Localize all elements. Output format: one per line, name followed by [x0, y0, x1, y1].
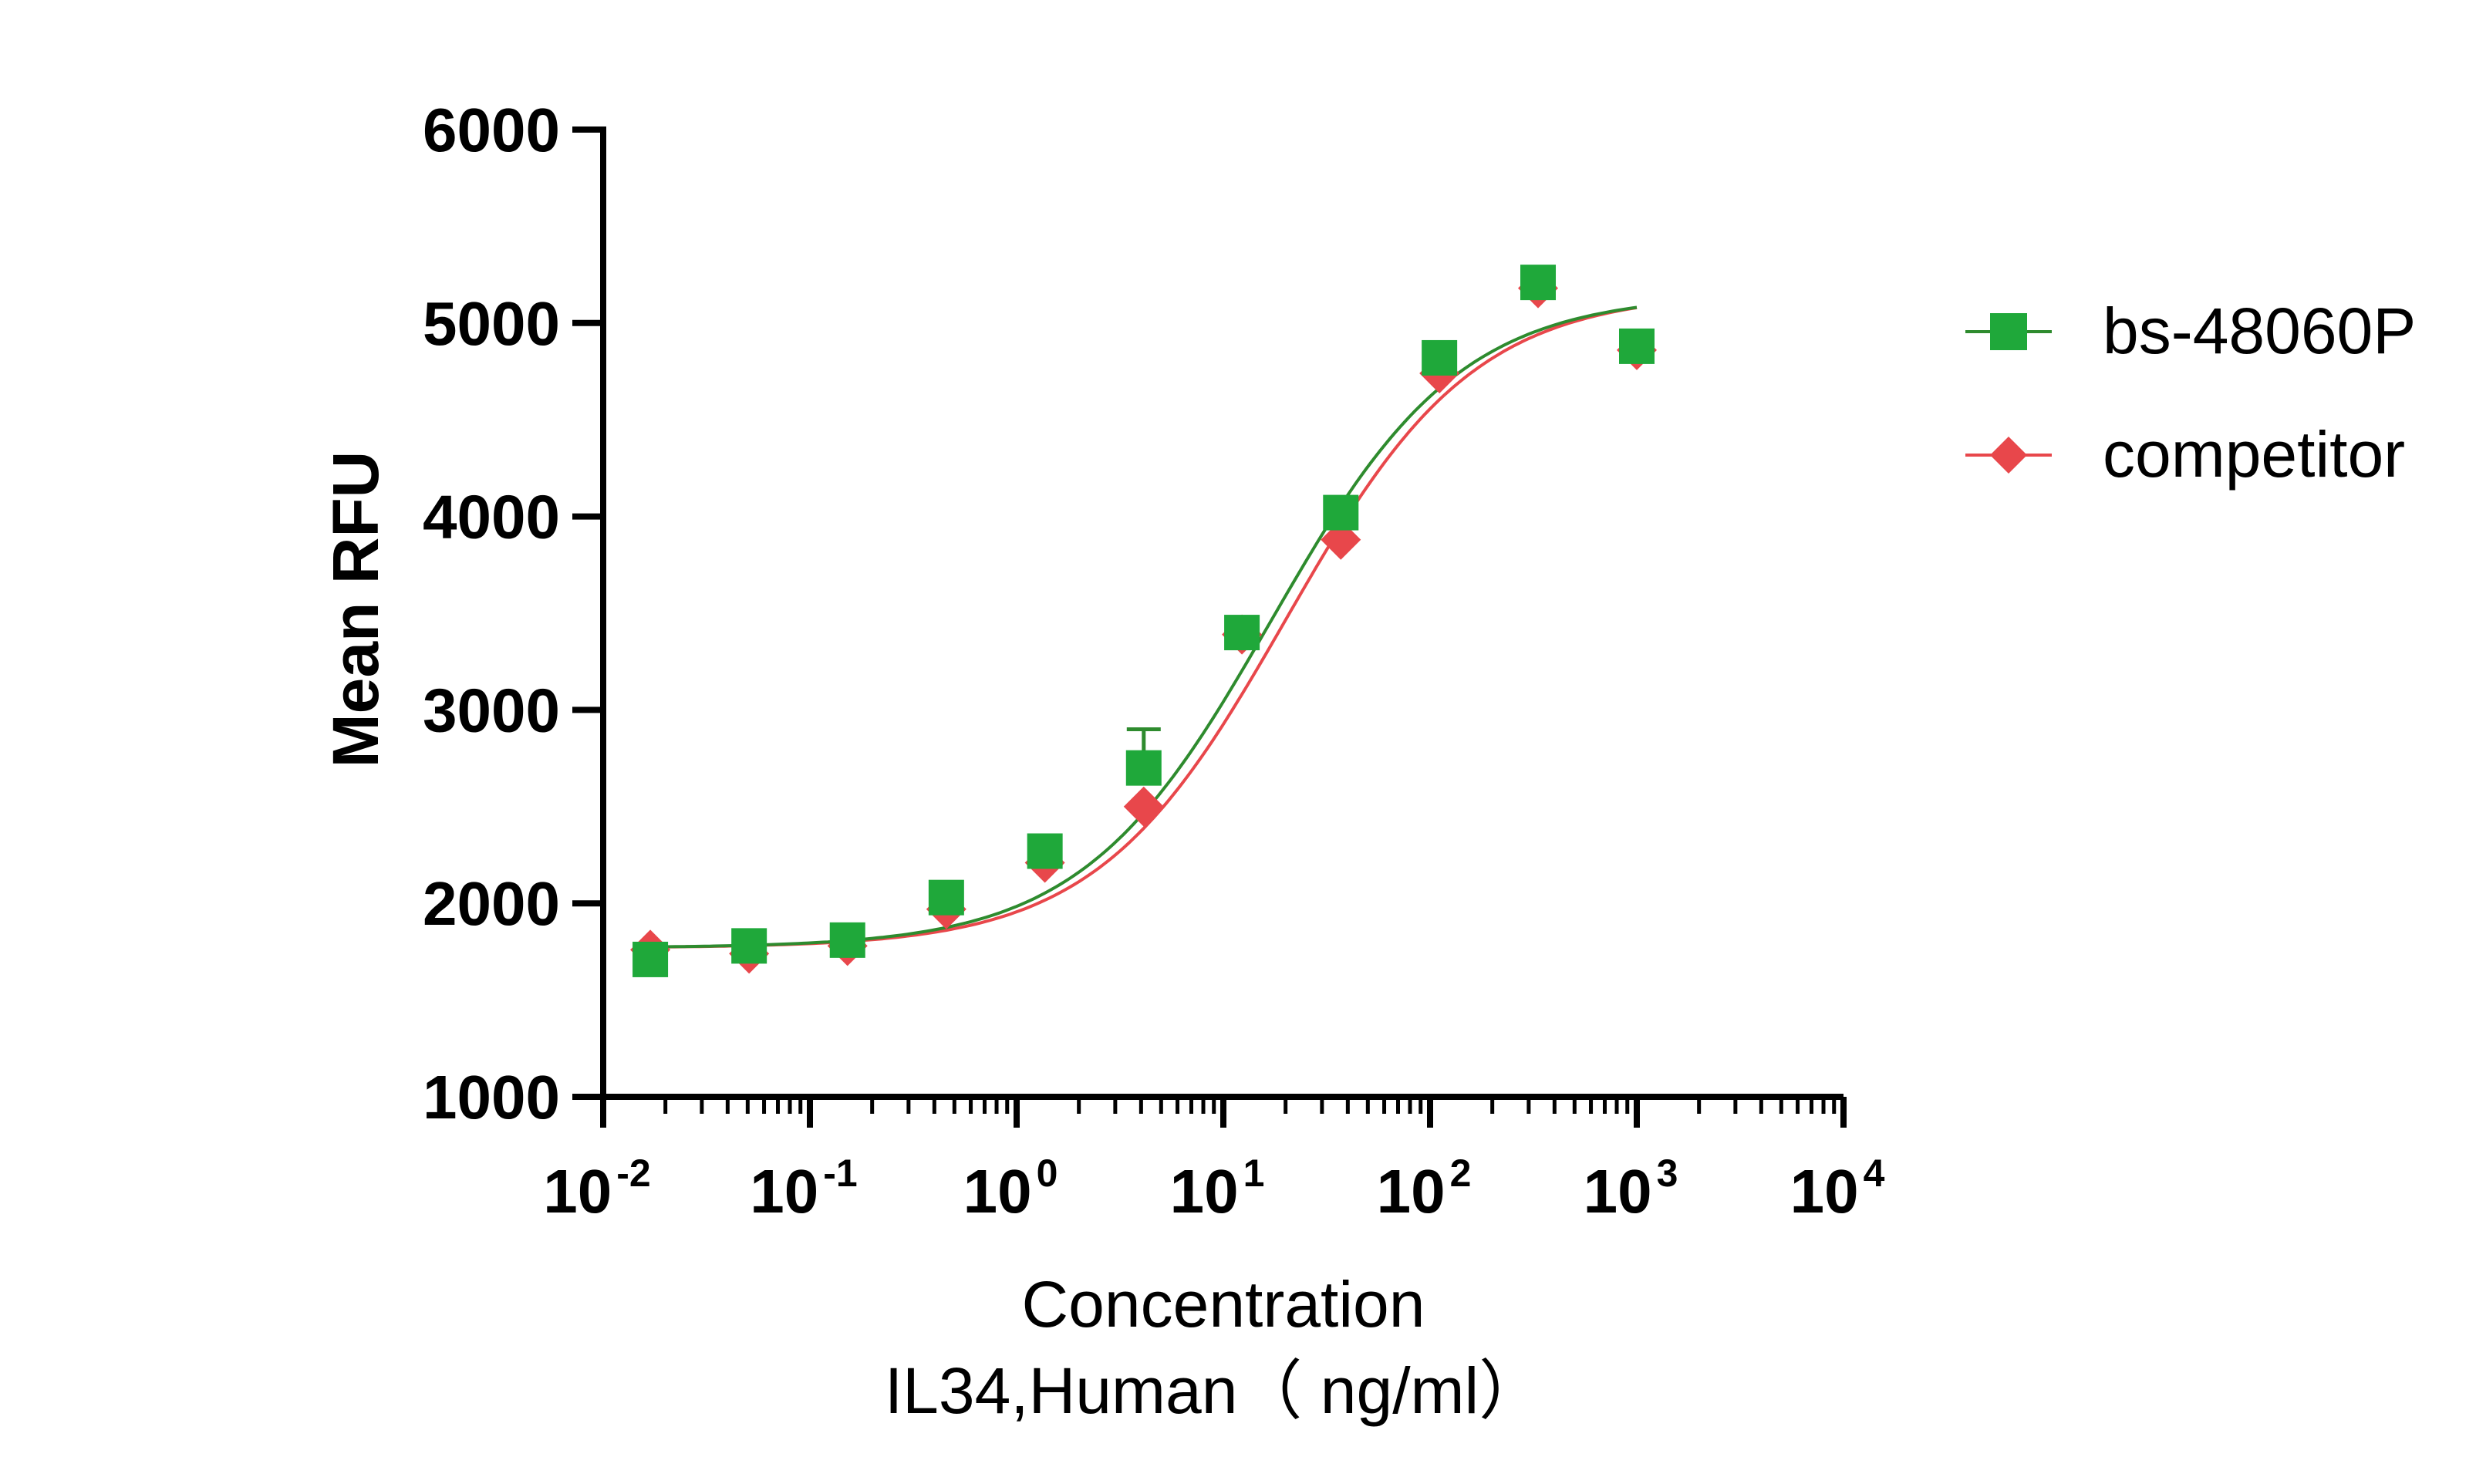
bs-48060P-point — [1422, 339, 1458, 376]
legend-bs-48060p-label: bs-48060P — [2103, 295, 2416, 367]
bs-48060P-point — [1125, 750, 1162, 786]
x-tick-label: 10 3 — [1584, 1152, 1678, 1226]
bs-48060P-fit-curve — [650, 305, 1638, 949]
competitor-fit-curve — [650, 305, 1638, 949]
bs-48060P-point — [1619, 328, 1655, 364]
bs-48060P-point — [1224, 615, 1260, 651]
x-tick-label: 10 2 — [1377, 1152, 1472, 1226]
plot-area: 1000 2000 3000 4000 5000 6000 10 -2 10 -1 10 0 10 1 10… — [423, 96, 1885, 1226]
y-tick-label: 2000 — [423, 869, 560, 938]
bs-48060P-point — [1323, 494, 1359, 531]
bs-48060P-point — [632, 941, 669, 977]
y-tick-label: 4000 — [423, 483, 560, 551]
x-axis-label-units: IL34,Human（ ng/ml） — [885, 1354, 1543, 1427]
competitor-point — [1123, 786, 1164, 827]
legend-bs-48060p-marker — [1990, 313, 2027, 350]
bs-48060P-point — [731, 928, 767, 964]
bs-48060P-point — [1027, 833, 1063, 869]
x-tick-label: 10 4 — [1790, 1152, 1885, 1226]
bs-48060P-point — [1520, 265, 1557, 301]
legend: bs-48060P competitor — [1965, 295, 2416, 491]
x-axis-label: Concentration — [1022, 1268, 1425, 1341]
y-tick-label: 6000 — [423, 96, 560, 164]
bs-48060P-point — [928, 879, 964, 916]
bs-48060P-point — [829, 922, 865, 958]
y-axis-label: Mean RFU — [319, 451, 392, 768]
legend-competitor-marker — [1990, 437, 2027, 474]
x-tick-label: 10 1 — [1170, 1152, 1265, 1226]
y-tick-label: 3000 — [423, 676, 560, 744]
legend-competitor-label: competitor — [2103, 418, 2405, 491]
y-tick-label: 1000 — [423, 1063, 560, 1132]
x-tick-label: 10 -2 — [543, 1152, 650, 1226]
x-tick-label: 10 -1 — [750, 1152, 857, 1226]
x-tick-label: 10 0 — [963, 1152, 1058, 1226]
y-tick-label: 5000 — [423, 289, 560, 358]
